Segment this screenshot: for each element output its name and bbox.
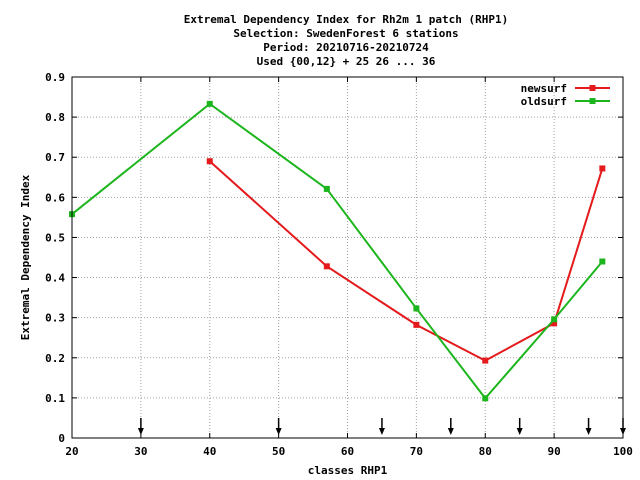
chart-title: Extremal Dependency Index for Rh2m 1 pat…	[184, 13, 509, 68]
data-point-newsurf	[206, 158, 213, 165]
data-point-newsurf	[551, 320, 558, 327]
legend-label-oldsurf: oldsurf	[521, 95, 567, 108]
x-tick-label: 20	[65, 445, 78, 458]
y-tick-label: 0.1	[45, 392, 65, 405]
x-tick-label: 60	[341, 445, 354, 458]
data-point-newsurf	[413, 321, 420, 328]
y-tick-label: 0.4	[45, 272, 65, 285]
title-line-2: Selection: SwedenForest 6 stations	[233, 27, 458, 40]
data-series	[69, 100, 606, 402]
arrow-marker	[137, 418, 144, 435]
arrow-marker	[275, 418, 282, 435]
x-axis-ticks: 20 30 40 50 60 70 80 90 100	[65, 77, 633, 458]
data-point-oldsurf	[323, 185, 330, 192]
legend-marker-oldsurf	[589, 98, 596, 104]
y-tick-label: 0.6	[45, 191, 65, 204]
data-point-oldsurf	[551, 316, 558, 323]
series-line-oldsurf	[71, 102, 604, 400]
grid-lines	[72, 77, 623, 438]
y-tick-label: 0	[58, 432, 65, 445]
title-line-1: Extremal Dependency Index for Rh2m 1 pat…	[184, 13, 509, 26]
y-axis-ticks: 0 0.1 0.2 0.3 0.4 0.5 0.6 0.7 0.8 0.9	[45, 71, 623, 445]
legend-marker-newsurf	[589, 85, 596, 91]
x-tick-label: 80	[479, 445, 492, 458]
y-tick-label: 0.7	[45, 151, 65, 164]
data-point-oldsurf	[599, 258, 606, 265]
series-oldsurf	[69, 100, 606, 402]
series-line-newsurf	[209, 160, 604, 362]
arrow-markers	[137, 418, 626, 435]
y-tick-label: 0.2	[45, 352, 65, 365]
x-tick-label: 90	[548, 445, 561, 458]
y-tick-label: 0.9	[45, 71, 65, 84]
arrow-marker	[516, 418, 523, 435]
data-point-oldsurf	[206, 100, 213, 107]
legend-label-newsurf: newsurf	[521, 82, 567, 95]
series-newsurf	[206, 158, 606, 364]
x-tick-label: 70	[410, 445, 423, 458]
x-tick-label: 50	[272, 445, 285, 458]
title-line-4: Used {00,12} + 25 26 ... 36	[257, 55, 436, 68]
x-tick-label: 40	[203, 445, 216, 458]
y-axis-label: Extremal Dependency Index	[19, 174, 32, 340]
data-point-newsurf	[323, 263, 330, 270]
x-tick-label: 100	[613, 445, 633, 458]
arrow-marker	[585, 418, 592, 435]
arrow-marker	[378, 418, 385, 435]
y-tick-label: 0.8	[45, 111, 65, 124]
y-tick-label: 0.3	[45, 312, 65, 325]
data-point-newsurf	[599, 165, 606, 172]
data-point-newsurf	[482, 357, 489, 364]
data-point-oldsurf	[482, 395, 489, 402]
title-line-3: Period: 20210716-20210724	[263, 41, 429, 54]
arrow-marker	[447, 418, 454, 435]
x-tick-label: 30	[134, 445, 147, 458]
y-tick-label: 0.5	[45, 231, 65, 244]
data-point-oldsurf	[413, 305, 420, 312]
x-axis-label: classes RHP1	[308, 464, 388, 477]
